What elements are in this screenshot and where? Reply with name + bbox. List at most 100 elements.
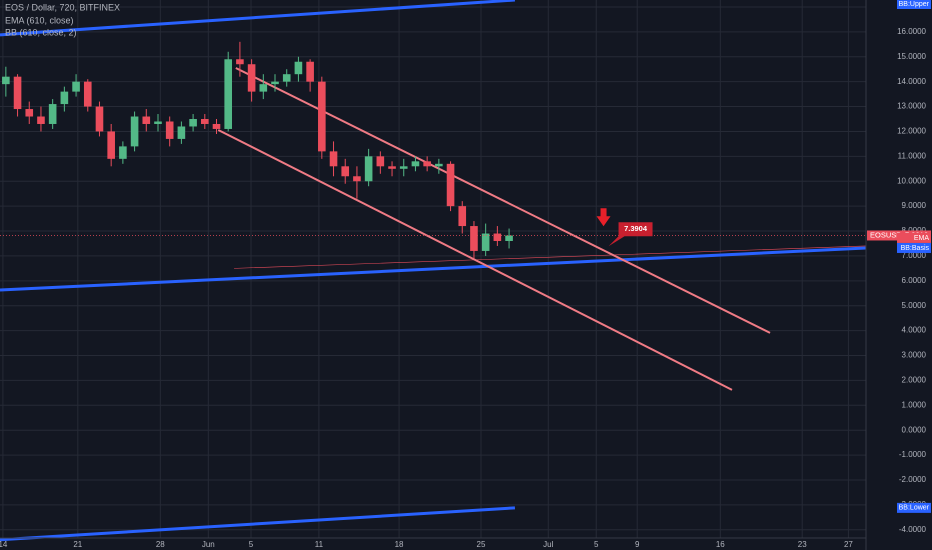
- candle-body: [247, 64, 256, 92]
- candle-body: [329, 151, 338, 167]
- candle-body: [83, 81, 92, 107]
- y-tick-label: -4.0000: [899, 525, 927, 534]
- y-tick-label: 2.0000: [902, 376, 927, 385]
- y-tick-label: 4.0000: [902, 326, 927, 335]
- candle-body: [481, 233, 490, 251]
- x-tick-label: 9: [635, 540, 640, 549]
- candle-body: [271, 81, 279, 85]
- candle-body: [505, 235, 513, 241]
- candle-body: [294, 61, 303, 75]
- candle-body: [458, 206, 467, 227]
- candle-body: [411, 161, 420, 167]
- candle-body: [60, 91, 69, 105]
- candle-body: [212, 123, 221, 129]
- annotation-callout: [608, 222, 653, 247]
- candle-body: [282, 74, 291, 82]
- y-tick-label: 16.0000: [897, 27, 926, 36]
- y-tick-label: 6.0000: [902, 276, 927, 285]
- candle-body: [48, 104, 57, 124]
- grid: [0, 0, 866, 538]
- indicator-line: [234, 245, 867, 269]
- indicator-tag: [897, 232, 931, 243]
- indicator-line: [0, 246, 867, 292]
- candle-body: [259, 84, 268, 92]
- annotation-arrow: [596, 208, 611, 227]
- x-tick-label: 14: [0, 540, 8, 549]
- indicator-tag-label: BB:Lower: [899, 505, 930, 512]
- candle-body: [72, 81, 80, 92]
- candle-body: [37, 116, 45, 124]
- x-tick-label: 25: [477, 540, 486, 549]
- candle-body: [224, 59, 233, 129]
- indicator-tag: [897, 242, 931, 253]
- indicator-tag: [897, 502, 931, 513]
- candle-body: [107, 131, 115, 159]
- x-tick-label: 23: [798, 540, 807, 549]
- x-tick-label: 21: [73, 540, 82, 549]
- candle-body: [376, 156, 385, 167]
- indicator-line: [0, 0, 516, 37]
- plot: 7.3904: [0, 0, 867, 542]
- price-tag-label: EOSUSD: [870, 230, 902, 239]
- x-tick-label: 5: [249, 540, 254, 549]
- candle-body: [306, 61, 314, 82]
- candle-body: [177, 126, 186, 139]
- candle-body: [236, 59, 244, 65]
- candle-body: [25, 109, 34, 117]
- y-tick-label: 3.0000: [902, 351, 927, 360]
- candle-body: [423, 161, 431, 167]
- indicator-tag-label: EMA: [914, 235, 930, 242]
- annotation-label: 7.3904: [624, 224, 648, 233]
- y-tick-label: -1.0000: [899, 450, 927, 459]
- y-tick-label: 11.0000: [898, 151, 927, 160]
- x-tick-label: 18: [395, 540, 404, 549]
- y-tick-label: 15.0000: [897, 52, 926, 61]
- x-tick-label: 16: [716, 540, 725, 549]
- candle-body: [165, 121, 174, 139]
- candle-body: [189, 119, 197, 127]
- y-tick-label: 13.0000: [897, 102, 926, 111]
- indicator-line: [0, 506, 516, 542]
- x-tick-label: 5: [594, 540, 599, 549]
- y-tick-label: 1.0000: [902, 400, 927, 409]
- y-tick-label: 12.0000: [897, 127, 926, 136]
- indicator-tag-label: BB:Upper: [899, 1, 930, 8]
- candle-body: [142, 116, 151, 124]
- trend-line: [217, 129, 733, 391]
- candle-body: [154, 121, 162, 124]
- candle-body: [200, 119, 209, 124]
- candle-body: [435, 163, 443, 167]
- x-tick-label: Jul: [543, 540, 553, 549]
- y-tick-label: 7.0000: [902, 251, 927, 260]
- y-tick-label: 10.0000: [897, 176, 926, 185]
- indicator-tag: [897, 0, 931, 9]
- y-tick-label: -2.0000: [899, 475, 927, 484]
- x-tick-label: 27: [844, 540, 853, 549]
- candle-body: [341, 166, 350, 177]
- candle-body: [13, 76, 22, 110]
- candle-body: [364, 156, 373, 182]
- x-tick-label: 28: [156, 540, 165, 549]
- candle-body: [446, 163, 455, 207]
- x-tick-label: 11: [315, 540, 324, 549]
- candle-body: [399, 166, 408, 169]
- y-tick-label: 9.0000: [902, 201, 927, 210]
- chart-title: EOS / Dollar, 720, BITFINEX: [5, 2, 120, 12]
- candle-body: [2, 76, 10, 85]
- candle-body: [318, 81, 326, 152]
- candle-body: [353, 176, 361, 182]
- y-tick-label: 5.0000: [902, 301, 927, 310]
- indicator-label: BB (610, close, 2): [5, 27, 77, 37]
- candle-body: [388, 166, 396, 169]
- indicator-tag-label: BB:Basis: [901, 245, 930, 252]
- indicator-label: EMA (610, close): [5, 15, 74, 25]
- candle-body: [95, 106, 104, 132]
- y-tick-label: 0.0000: [902, 425, 927, 434]
- y-tick-label: 14.0000: [897, 77, 926, 86]
- candle-body: [119, 146, 127, 159]
- candle-body: [130, 116, 139, 147]
- candle-body: [493, 233, 502, 241]
